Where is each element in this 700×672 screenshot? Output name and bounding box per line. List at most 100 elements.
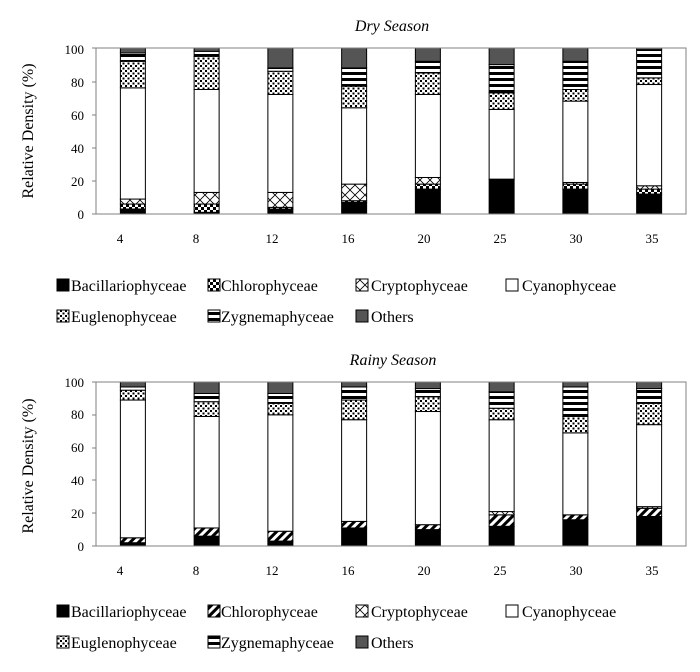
legend-swatch-cryptophyceae (355, 604, 369, 618)
legend-label: Cyanophyceae (522, 604, 616, 621)
x-tick-label: 8 (193, 563, 200, 578)
chart-rainy: Rainy Season Relative Density (%) 0 20 4… (20, 352, 687, 578)
y-tick-label: 80 (71, 75, 84, 90)
bar-segment-euglenophyceae-16 (341, 399, 368, 421)
bar-segment-euglenophyceae-12 (267, 70, 294, 95)
bar-segment-others-30 (562, 381, 589, 388)
y-tick-label: 40 (71, 473, 84, 488)
bar-segment-chlorophyceae-16 (341, 520, 368, 529)
bar-segment-bacillariophyceae-16 (341, 527, 368, 547)
legend-label: Chlorophyceae (221, 604, 318, 621)
y-ticks: 0 20 40 60 80 100 (65, 375, 85, 554)
x-tick-label: 8 (193, 231, 200, 246)
bar-segment-zygnemaphyceae-8 (193, 50, 220, 57)
legend-label: Euglenophyceae (71, 309, 177, 326)
legend-swatch-chlorophyceae (207, 604, 221, 618)
legend-swatch-chlorophyceae (207, 278, 221, 292)
x-tick-label: 4 (117, 231, 124, 246)
legend-dry: Bacillariophyceae Chlorophyceae Cryptoph… (56, 278, 616, 326)
bar-segment-euglenophyceae-12 (267, 402, 294, 416)
y-tick-label: 100 (65, 375, 85, 390)
legend-label: Bacillariophyceae (71, 278, 187, 295)
x-tick-label: 35 (646, 231, 659, 246)
bar-segment-zygnemaphyceae-20 (414, 388, 441, 398)
bar-segment-zygnemaphyceae-30 (562, 60, 589, 90)
legend-label: Bacillariophyceae (71, 604, 187, 621)
bar-segment-bacillariophyceae-35 (636, 515, 663, 547)
y-tick-label: 40 (71, 141, 84, 156)
x-ticks: 4 8 12 16 20 25 30 35 (117, 231, 659, 246)
bar-segment-others-16 (341, 381, 368, 388)
y-tick-label: 60 (71, 108, 84, 123)
bar-segment-cyanophyceae-16 (341, 107, 368, 185)
x-tick-label: 16 (342, 563, 356, 578)
bar-segment-euglenophyceae-4 (119, 60, 146, 89)
legend-swatch-others (355, 309, 369, 323)
bar-segment-cyanophyceae-8 (193, 89, 220, 193)
plot-frame (95, 381, 687, 547)
chart-title: Dry Season (354, 18, 429, 35)
y-axis-label: Relative Density (%) (20, 398, 37, 533)
bar-segment-cyanophyceae-35 (636, 424, 663, 508)
legend-label: Cryptophyceae (371, 604, 468, 621)
bar-segment-chlorophyceae-4 (119, 203, 146, 210)
bar-segment-cyanophyceae-12 (267, 93, 294, 193)
bar-segment-chlorophyceae-30 (562, 514, 589, 521)
bar-segment-cryptophyceae-4 (119, 198, 146, 205)
bar-segment-chlorophyceae-35 (636, 507, 663, 517)
legend-label: Euglenophyceae (71, 635, 177, 652)
bar-segment-zygnemaphyceae-16 (341, 386, 368, 401)
y-tick-label: 100 (65, 42, 85, 57)
bar-segment-euglenophyceae-35 (636, 77, 663, 86)
y-tick-label: 20 (71, 506, 84, 521)
bar-segment-euglenophyceae-20 (414, 396, 441, 413)
y-tick-label: 80 (71, 407, 84, 422)
bar-segment-chlorophyceae-25 (488, 514, 515, 527)
bar-segment-euglenophyceae-35 (636, 402, 663, 426)
x-ticks: 4 8 12 16 20 25 30 35 (117, 563, 659, 578)
x-tick-label: 25 (494, 231, 507, 246)
legend-swatch-cyanophyceae (505, 278, 519, 292)
bar-segment-cyanophyceae-4 (119, 399, 146, 539)
bar-segment-bacillariophyceae-25 (488, 178, 515, 215)
bar-segment-bacillariophyceae-30 (562, 519, 589, 547)
bars-rainy (119, 381, 663, 547)
x-tick-label: 16 (342, 231, 356, 246)
bar-segment-chlorophyceae-30 (562, 183, 589, 190)
y-tick-marks (92, 47, 96, 215)
bar-segment-cyanophyceae-30 (562, 432, 589, 516)
bar-segment-others-20 (414, 381, 441, 390)
bar-segment-bacillariophyceae-4 (119, 208, 146, 215)
bar-segment-euglenophyceae-16 (341, 85, 368, 109)
bar-segment-others-30 (562, 47, 589, 62)
x-tick-label: 4 (117, 563, 124, 578)
bar-segment-zygnemaphyceae-25 (488, 64, 515, 94)
bar-segment-chlorophyceae-4 (119, 537, 146, 544)
bar-segment-chlorophyceae-35 (636, 188, 663, 195)
bar-segment-cryptophyceae-20 (414, 176, 441, 185)
bar-segment-chlorophyceae-8 (193, 527, 220, 537)
bar-segment-bacillariophyceae-20 (414, 529, 441, 547)
legend-swatch-euglenophyceae (56, 309, 70, 323)
bar-segment-cyanophyceae-16 (341, 419, 368, 522)
bar-segment-bacillariophyceae-25 (488, 525, 515, 547)
x-tick-label: 30 (570, 563, 583, 578)
x-tick-label: 20 (418, 231, 431, 246)
bar-segment-zygnemaphyceae-20 (414, 60, 441, 74)
bar-segment-others-4 (119, 47, 146, 54)
legend-label: Zygnemaphyceae (221, 635, 334, 652)
bar-segment-euglenophyceae-25 (488, 92, 515, 110)
bar-segment-euglenophyceae-25 (488, 407, 515, 421)
bar-segment-bacillariophyceae-35 (636, 193, 663, 215)
chart-dry: Dry Season Relative Density (%) 0 20 40 … (20, 18, 687, 246)
bar-segment-zygnemaphyceae-35 (636, 388, 663, 404)
bar-segment-chlorophyceae-8 (193, 203, 220, 213)
y-axis-label: Relative Density (%) (20, 63, 37, 198)
bar-segment-others-4 (119, 381, 146, 388)
plot-frame (95, 47, 687, 215)
legend-label: Others (371, 309, 414, 326)
bar-segment-zygnemaphyceae-30 (562, 386, 589, 417)
legend-rainy: Bacillariophyceae Chlorophyceae Cryptoph… (56, 604, 616, 652)
